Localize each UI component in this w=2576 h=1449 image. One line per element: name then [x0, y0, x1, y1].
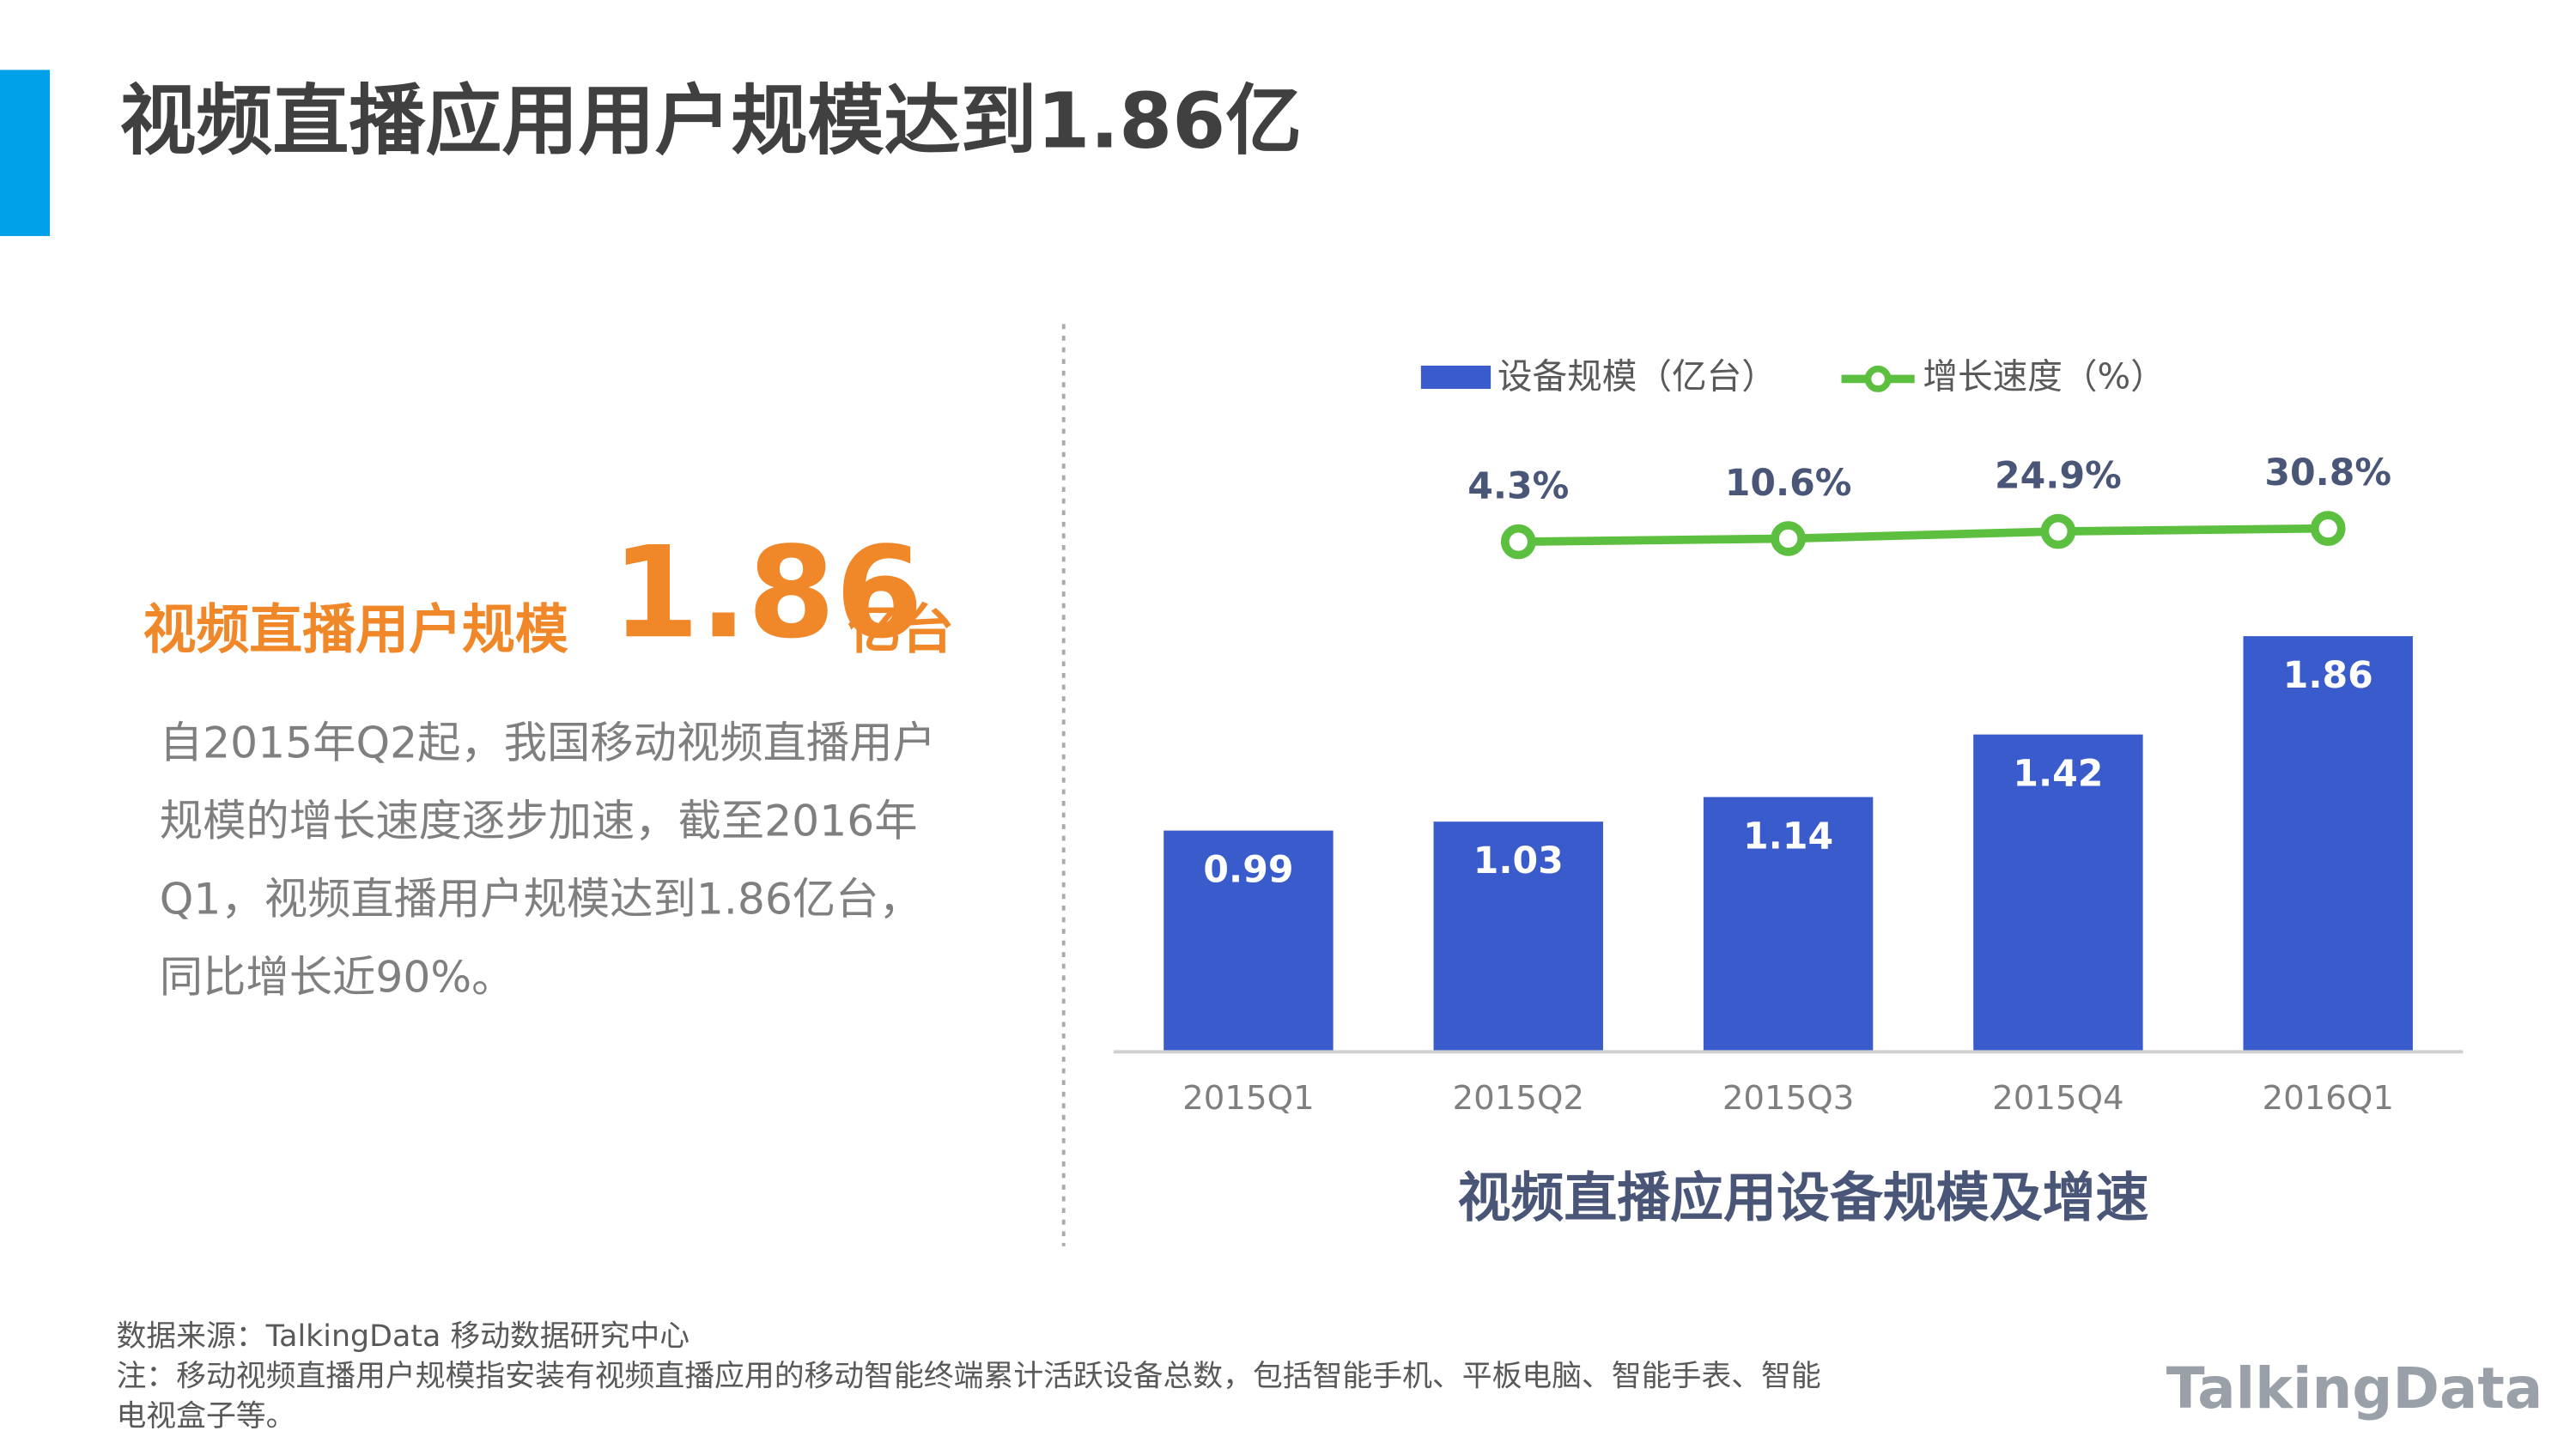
highlight-number: 1.86	[611, 518, 923, 666]
legend-swatch	[1864, 365, 1892, 392]
bar-value-label: 1.14	[1743, 815, 1833, 858]
description-line: 规模的增长速度逐步加速，截至2016年	[160, 796, 918, 846]
footnote: 注：移动视频直播用户规模指安装有视频直播应用的移动智能终端累计活跃设备总数，包括…	[116, 1360, 1820, 1394]
footnote: 电视盒子等。	[116, 1399, 295, 1434]
bar-value-label: 1.03	[1473, 840, 1564, 882]
footnotes: 数据来源：TalkingData 移动数据研究中心注：移动视频直播用户规模指安装…	[116, 1319, 1820, 1434]
chart: 设备规模（亿台） 增长速度（%） 0.99 2015Q1 1.03 2015Q2 1.14 2…	[1113, 355, 2464, 1118]
growth-value-label: 10.6%	[1725, 462, 1852, 505]
bar	[1433, 822, 1603, 1052]
logo: TalkingData	[2166, 1355, 2543, 1422]
bar-value-label: 0.99	[1203, 848, 1293, 891]
highlight-prefix: 视频直播用户规模	[143, 599, 568, 661]
bar	[2243, 636, 2413, 1052]
highlight-unit: 亿台	[848, 599, 954, 661]
growth-point	[1771, 521, 1806, 556]
growth-value-label: 4.3%	[1467, 465, 1569, 508]
description-line: Q1，视频直播用户规模达到1.86亿台，	[160, 874, 922, 925]
growth-value-label: 24.9%	[1995, 455, 2122, 498]
bar	[1973, 734, 2143, 1052]
x-tick-label: 2015Q2	[1452, 1079, 1584, 1118]
slide-title: 视频直播应用用户规模达到1.86亿	[119, 76, 1302, 166]
bar	[1703, 797, 1874, 1052]
description-line: 自2015年Q2起，我国移动视频直播用户	[160, 718, 936, 768]
growth-point	[2040, 513, 2076, 549]
footnote: 数据来源：TalkingData 移动数据研究中心	[116, 1319, 690, 1354]
legend-label: 设备规模（亿台）	[1498, 355, 1777, 397]
bar-value-label: 1.86	[2283, 654, 2373, 697]
x-tick-label: 2015Q1	[1182, 1079, 1315, 1118]
description-line: 同比增长近90%。	[160, 952, 515, 1003]
growth-point	[2310, 511, 2346, 546]
legend-swatch	[1420, 365, 1492, 390]
x-tick-label: 2016Q1	[2262, 1079, 2394, 1118]
accent-bar	[0, 70, 51, 236]
legend-label: 增长速度（%）	[1923, 355, 2165, 397]
x-tick-label: 2015Q3	[1722, 1079, 1855, 1118]
growth-value-label: 30.8%	[2264, 452, 2391, 494]
bar	[1163, 830, 1334, 1052]
bar-value-label: 1.42	[2013, 753, 2103, 796]
growth-line	[1518, 524, 2329, 546]
x-tick-label: 2015Q4	[1992, 1079, 2124, 1118]
growth-point	[1500, 524, 1536, 560]
chart-title: 视频直播应用设备规模及增速	[1458, 1167, 2149, 1229]
